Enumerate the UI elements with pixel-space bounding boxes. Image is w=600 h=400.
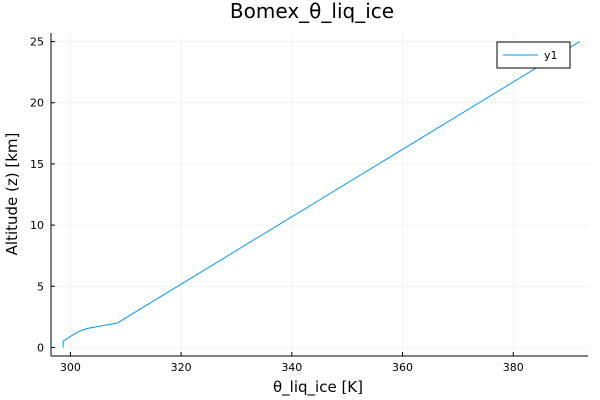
y-ticks: 0 5 10 15 20 25 xyxy=(30,36,55,354)
x-ticks: 300 320 340 360 380 xyxy=(60,352,524,374)
x-axis-label: θ_liq_ice [K] xyxy=(273,378,363,397)
y-tick-label: 0 xyxy=(37,341,44,354)
chart-title: Bomex_θ_liq_ice xyxy=(230,0,394,23)
series-line-y1 xyxy=(62,41,580,348)
y-tick-label: 25 xyxy=(30,36,44,49)
y-tick-label: 5 xyxy=(37,280,44,293)
y-axis-label: Altitude (z) [km] xyxy=(3,133,21,256)
y-tick-label: 15 xyxy=(30,158,44,171)
x-tick-label: 320 xyxy=(171,361,192,374)
y-tick-label: 20 xyxy=(30,97,44,110)
plot-frame xyxy=(50,33,588,357)
y-tick-label: 10 xyxy=(30,219,44,232)
legend: y1 xyxy=(496,41,571,69)
x-tick-label: 340 xyxy=(281,361,302,374)
x-tick-label: 360 xyxy=(392,361,413,374)
legend-label-y1: y1 xyxy=(544,49,558,62)
x-tick-label: 300 xyxy=(60,361,81,374)
x-tick-label: 380 xyxy=(503,361,524,374)
series-layer xyxy=(62,41,580,348)
